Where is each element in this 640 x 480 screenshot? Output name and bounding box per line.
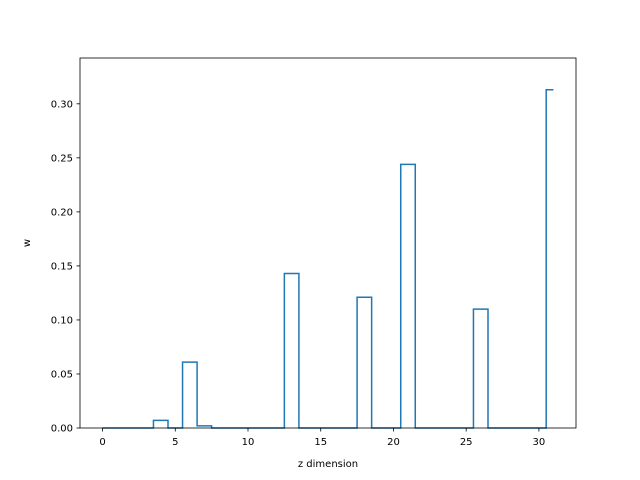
- x-tick-label: 25: [460, 437, 473, 448]
- plot-frame: [79, 57, 577, 429]
- y-tick-label: 0.00: [51, 424, 73, 435]
- y-axis-label: w: [22, 239, 33, 247]
- plot-area: [80, 58, 576, 428]
- x-tick-label: 15: [314, 437, 327, 448]
- y-tick-label: 0.25: [51, 153, 73, 164]
- x-tick-label: 5: [172, 437, 178, 448]
- ticks-layer: 0 5 10 15 20 25 30 0.00 0.05 0.10 0.15 0.20 0.25 0.30: [51, 99, 546, 448]
- y-tick-label: 0.20: [51, 207, 73, 218]
- y-tick-label: 0.05: [51, 369, 73, 380]
- x-tick-label: 0: [99, 437, 105, 448]
- y-tick-label: 0.15: [51, 261, 73, 272]
- x-tick-label: 20: [387, 437, 400, 448]
- y-tick-label: 0.10: [51, 315, 73, 326]
- y-tick-label: 0.30: [51, 99, 73, 110]
- x-tick-label: 30: [533, 437, 546, 448]
- x-tick-label: 10: [242, 437, 255, 448]
- x-axis-label: z dimension: [298, 459, 358, 470]
